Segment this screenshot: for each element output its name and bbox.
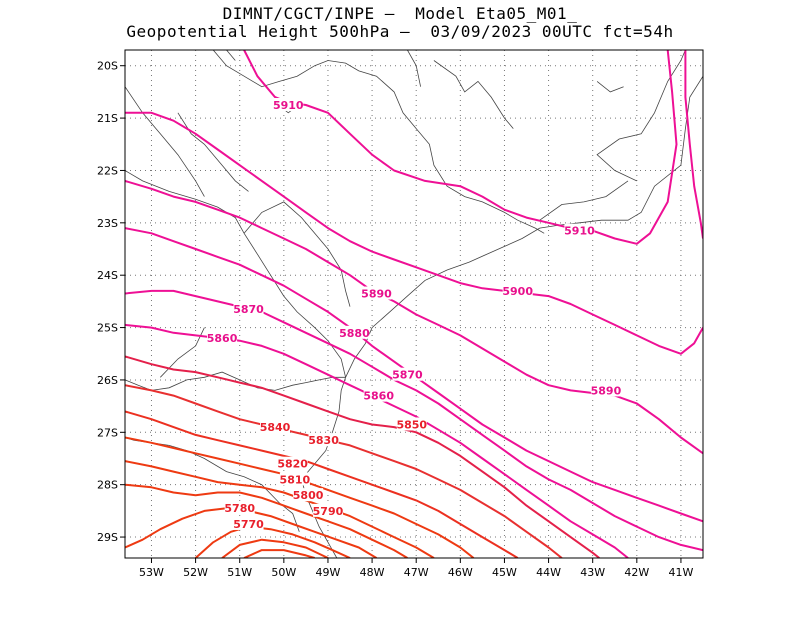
contour-label: 5820 — [277, 458, 308, 471]
contour-label: 5800 — [293, 489, 324, 502]
contour-label: 5830 — [308, 434, 339, 447]
contour-label: 5910 — [564, 225, 595, 238]
contour-label-bg — [277, 456, 308, 470]
geographic-boundaries — [125, 50, 703, 558]
lat-tick-label: 20S — [97, 60, 118, 73]
contour-label-bg — [308, 433, 339, 447]
contour-label: 5900 — [502, 285, 533, 298]
coastline-border — [596, 81, 624, 93]
contour-label-bg — [590, 383, 621, 397]
map-frame — [124, 49, 704, 559]
contour-label-bg — [361, 286, 392, 300]
contour-label: 5810 — [280, 473, 311, 486]
contour-label-bg — [312, 503, 343, 517]
lon-tick-label: 45W — [492, 566, 517, 579]
contour-label-bg — [396, 417, 427, 431]
lon-tick-label: 47W — [404, 566, 429, 579]
title-line-1: DIMNT/CGCT/INPE — Model Eta05_M01_ — [222, 4, 578, 23]
contour-label: 5790 — [313, 505, 344, 518]
map-title: DIMNT/CGCT/INPE — Model Eta05_M01_ Geopo… — [0, 5, 800, 41]
contour-label: 5770 — [233, 518, 264, 531]
coastline-border — [212, 50, 545, 234]
lon-tick-label: 44W — [536, 566, 561, 579]
coastline-border — [539, 180, 629, 221]
contour-line — [125, 355, 600, 558]
coastline-border — [596, 50, 686, 182]
coastline-border — [125, 170, 346, 378]
lat-tick-label: 24S — [97, 269, 118, 282]
contour-labels: 5910 5910 5900 5890 5890 5880 5870 5870 5860 5860… — [207, 97, 622, 531]
contour-label-bg — [233, 302, 264, 316]
coastline-border — [125, 86, 205, 197]
contour-label: 5910 — [273, 99, 304, 112]
contour-label: 5860 — [363, 390, 394, 403]
lon-tick-label: 43W — [580, 566, 605, 579]
contour-label-bg — [502, 283, 533, 297]
contour-label-bg — [279, 472, 310, 486]
lat-tick-label: 26S — [97, 374, 118, 387]
contour-label-bg — [339, 325, 370, 339]
contour-label: 5880 — [339, 327, 370, 340]
contour-line — [684, 50, 703, 239]
contour-label: 5890 — [361, 288, 392, 301]
contour-label-bg — [207, 331, 238, 345]
contour-label: 5860 — [207, 332, 238, 345]
contour-label-bg — [293, 488, 324, 502]
contour-line — [125, 483, 408, 558]
contour-line — [194, 525, 351, 558]
lon-tick-label: 51W — [227, 566, 252, 579]
contour-label: 5780 — [224, 502, 255, 515]
contour-label-bg — [273, 97, 304, 111]
lon-tick-label: 53W — [139, 566, 164, 579]
lat-tick-label: 25S — [97, 322, 118, 335]
lat-tick-label: 27S — [97, 426, 118, 439]
coastline-border — [125, 371, 346, 391]
contour-label: 5890 — [591, 384, 622, 397]
contour-line — [125, 179, 703, 455]
lon-tick-label: 42W — [624, 566, 649, 579]
contour-label-bg — [363, 388, 394, 402]
title-line-2: Geopotential Height 500hPa — 03/09/2023 … — [126, 22, 674, 41]
contour-label-bg — [392, 367, 423, 381]
lat-tick-label: 23S — [97, 217, 118, 230]
lon-tick-label: 50W — [271, 566, 296, 579]
contour-label: 5850 — [396, 418, 427, 431]
lon-tick-label: 52W — [183, 566, 208, 579]
lon-tick-label: 48W — [360, 566, 385, 579]
longitude-ticks: 53W 52W 51W 50W 49W 48W 47W 46W 45W 44W 43W 42W 41W — [139, 558, 693, 579]
lon-tick-label: 46W — [448, 566, 473, 579]
coastline-border — [407, 50, 421, 87]
contour-label-bg — [260, 420, 291, 434]
contour-label: 5870 — [392, 369, 423, 382]
contour-line — [125, 111, 703, 355]
contour-label-bg — [224, 501, 255, 515]
contour-label: 5870 — [233, 303, 264, 316]
contour-line — [125, 384, 563, 558]
contour-line — [125, 410, 519, 558]
contour-line — [221, 538, 329, 558]
coastline-border — [177, 112, 249, 192]
contour-label-bg — [233, 516, 264, 530]
coastline-border — [433, 60, 514, 129]
coastline-border — [243, 201, 351, 307]
contour-line — [243, 549, 315, 558]
lat-tick-label: 21S — [97, 112, 118, 125]
contour-line — [125, 289, 703, 552]
lat-tick-label: 29S — [97, 531, 118, 544]
contour-line — [125, 460, 435, 558]
lat-tick-label: 22S — [97, 164, 118, 177]
contour-label-bg — [564, 223, 595, 237]
latitude-ticks: 20S 21S 22S 23S 24S 25S 26S 27S 28S 29S — [97, 60, 125, 544]
coastline-border — [226, 50, 236, 61]
lon-tick-label: 49W — [316, 566, 341, 579]
lat-tick-label: 28S — [97, 479, 118, 492]
contour-label: 5840 — [260, 421, 291, 434]
lon-tick-label: 41W — [669, 566, 694, 579]
